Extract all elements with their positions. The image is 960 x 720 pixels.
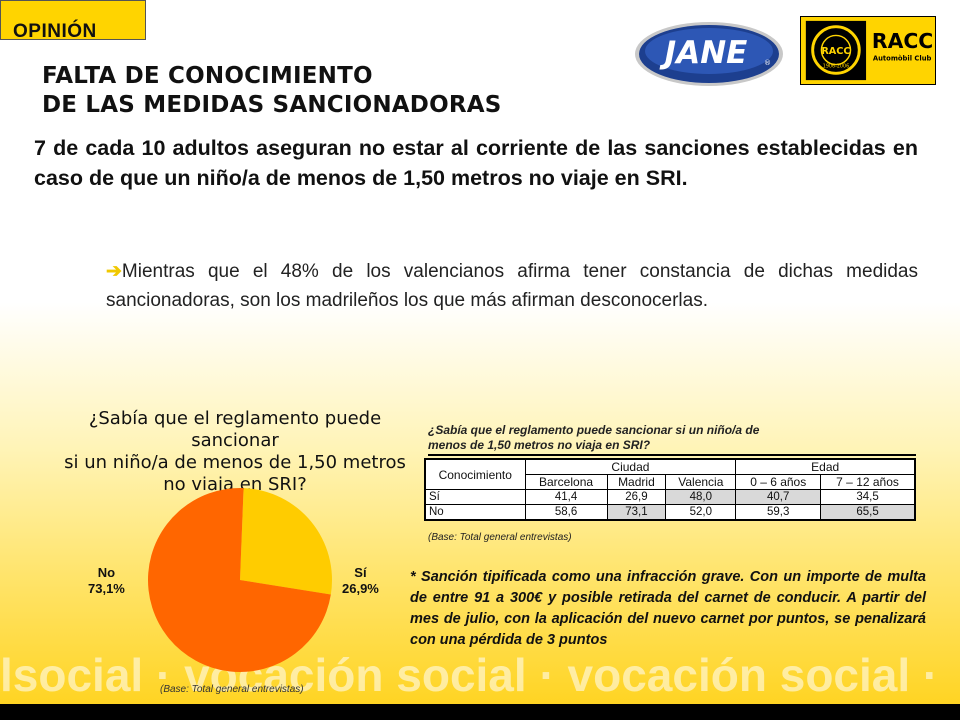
racc-logo-subtext: Automòbil Club xyxy=(873,55,932,63)
table-cell: 59,3 xyxy=(735,504,822,520)
table-col-7-12: 7 – 12 años xyxy=(820,474,916,490)
table-cell: 58,6 xyxy=(524,504,608,520)
table-cell: 52,0 xyxy=(665,504,737,520)
footnote: * Sanción tipificada como una infracción… xyxy=(410,569,926,648)
bottom-bar xyxy=(0,704,960,720)
page-title-line-2: DE LAS MEDIDAS SANCIONADORAS xyxy=(42,92,502,118)
pie-label-si-value: 26,9% xyxy=(342,581,379,596)
table-row-label-si: Sí xyxy=(424,489,526,505)
pie-question-line-3: no viaja en SRI? xyxy=(163,474,307,495)
pie-slice-no xyxy=(148,488,331,672)
jane-logo: JANE ® xyxy=(635,22,783,86)
arrow-icon: ➔ xyxy=(106,261,122,282)
table-cell: 73,1 xyxy=(606,504,667,520)
pie-label-no-value: 73,1% xyxy=(88,581,125,596)
pie-base-note: (Base: Total general entrevistas) xyxy=(160,684,304,695)
table-question-line-1: ¿Sabía que el reglamento puede sancionar… xyxy=(428,423,760,437)
data-table: Conocimiento Ciudad Edad Barcelona Madri… xyxy=(424,458,916,521)
pie-label-no: No 73,1% xyxy=(88,565,125,597)
table-cell: 65,5 xyxy=(820,504,916,520)
table-row-header: Conocimiento xyxy=(424,458,526,490)
table-base-note: (Base: Total general entrevistas) xyxy=(428,532,572,543)
racc-logo: RACC 1906-2006 RACC Automòbil Club xyxy=(800,16,936,85)
table-question-line-2: menos de 1,50 metros no viaja en SRI? xyxy=(428,438,651,452)
pie-slice-si xyxy=(240,488,332,595)
pie-question: ¿Sabía que el reglamento puede sancionar… xyxy=(60,408,410,496)
table-col-barcelona: Barcelona xyxy=(524,474,608,490)
table-row: Sí 41,4 26,9 48,0 40,7 34,5 xyxy=(424,489,916,505)
table-col-madrid: Madrid xyxy=(606,474,667,490)
pie-chart xyxy=(148,488,332,672)
table-col-0-6: 0 – 6 años xyxy=(735,474,822,490)
table-cell: 41,4 xyxy=(524,489,608,505)
table-row: No 58,6 73,1 52,0 59,3 65,5 xyxy=(424,504,916,520)
table-cell: 48,0 xyxy=(665,489,737,505)
pie-label-si: Sí 26,9% xyxy=(342,565,379,597)
racc-logo-text: RACC xyxy=(872,29,933,53)
table-group-edad: Edad xyxy=(735,458,916,475)
table-group-ciudad: Ciudad xyxy=(524,458,737,475)
table-column-row: Barcelona Madrid Valencia 0 – 6 años 7 –… xyxy=(425,474,916,490)
table-cell: 26,9 xyxy=(606,489,667,505)
table-question: ¿Sabía que el reglamento puede sancionar… xyxy=(428,423,759,453)
table-col-valencia: Valencia xyxy=(665,474,737,490)
table-cell: 34,5 xyxy=(820,489,916,505)
table-group-row: Conocimiento Ciudad Edad xyxy=(424,458,916,490)
pie-label-no-name: No xyxy=(97,565,116,580)
pie-question-line-2: si un niño/a de menos de 1,50 metros xyxy=(64,452,406,473)
racc-seal-text: RACC xyxy=(821,46,850,57)
jane-logo-mark: ® xyxy=(764,59,771,67)
page-title: FALTA DE CONOCIMIENTO DE LAS MEDIDAS SAN… xyxy=(42,62,502,120)
table-divider xyxy=(428,454,916,456)
pie-question-line-1: ¿Sabía que el reglamento puede sancionar xyxy=(88,408,382,451)
racc-seal-years: 1906-2006 xyxy=(823,63,849,69)
bullet-point: ➔Mientras que el 48% de los valencianos … xyxy=(106,257,918,315)
jane-logo-text: JANE xyxy=(659,35,748,71)
page-title-line-1: FALTA DE CONOCIMIENTO xyxy=(42,63,373,89)
table-row-label-no: No xyxy=(424,504,526,520)
bullet-text: Mientras que el 48% de los valencianos a… xyxy=(106,261,918,311)
section-tab: OPINIÓN xyxy=(0,0,146,41)
pie-label-si-name: Sí xyxy=(354,565,367,580)
headline: 7 de cada 10 adultos aseguran no estar a… xyxy=(34,136,918,190)
table-cell: 40,7 xyxy=(735,489,822,505)
watermark-text: lsocial · vocación social · vocación soc… xyxy=(0,649,939,701)
